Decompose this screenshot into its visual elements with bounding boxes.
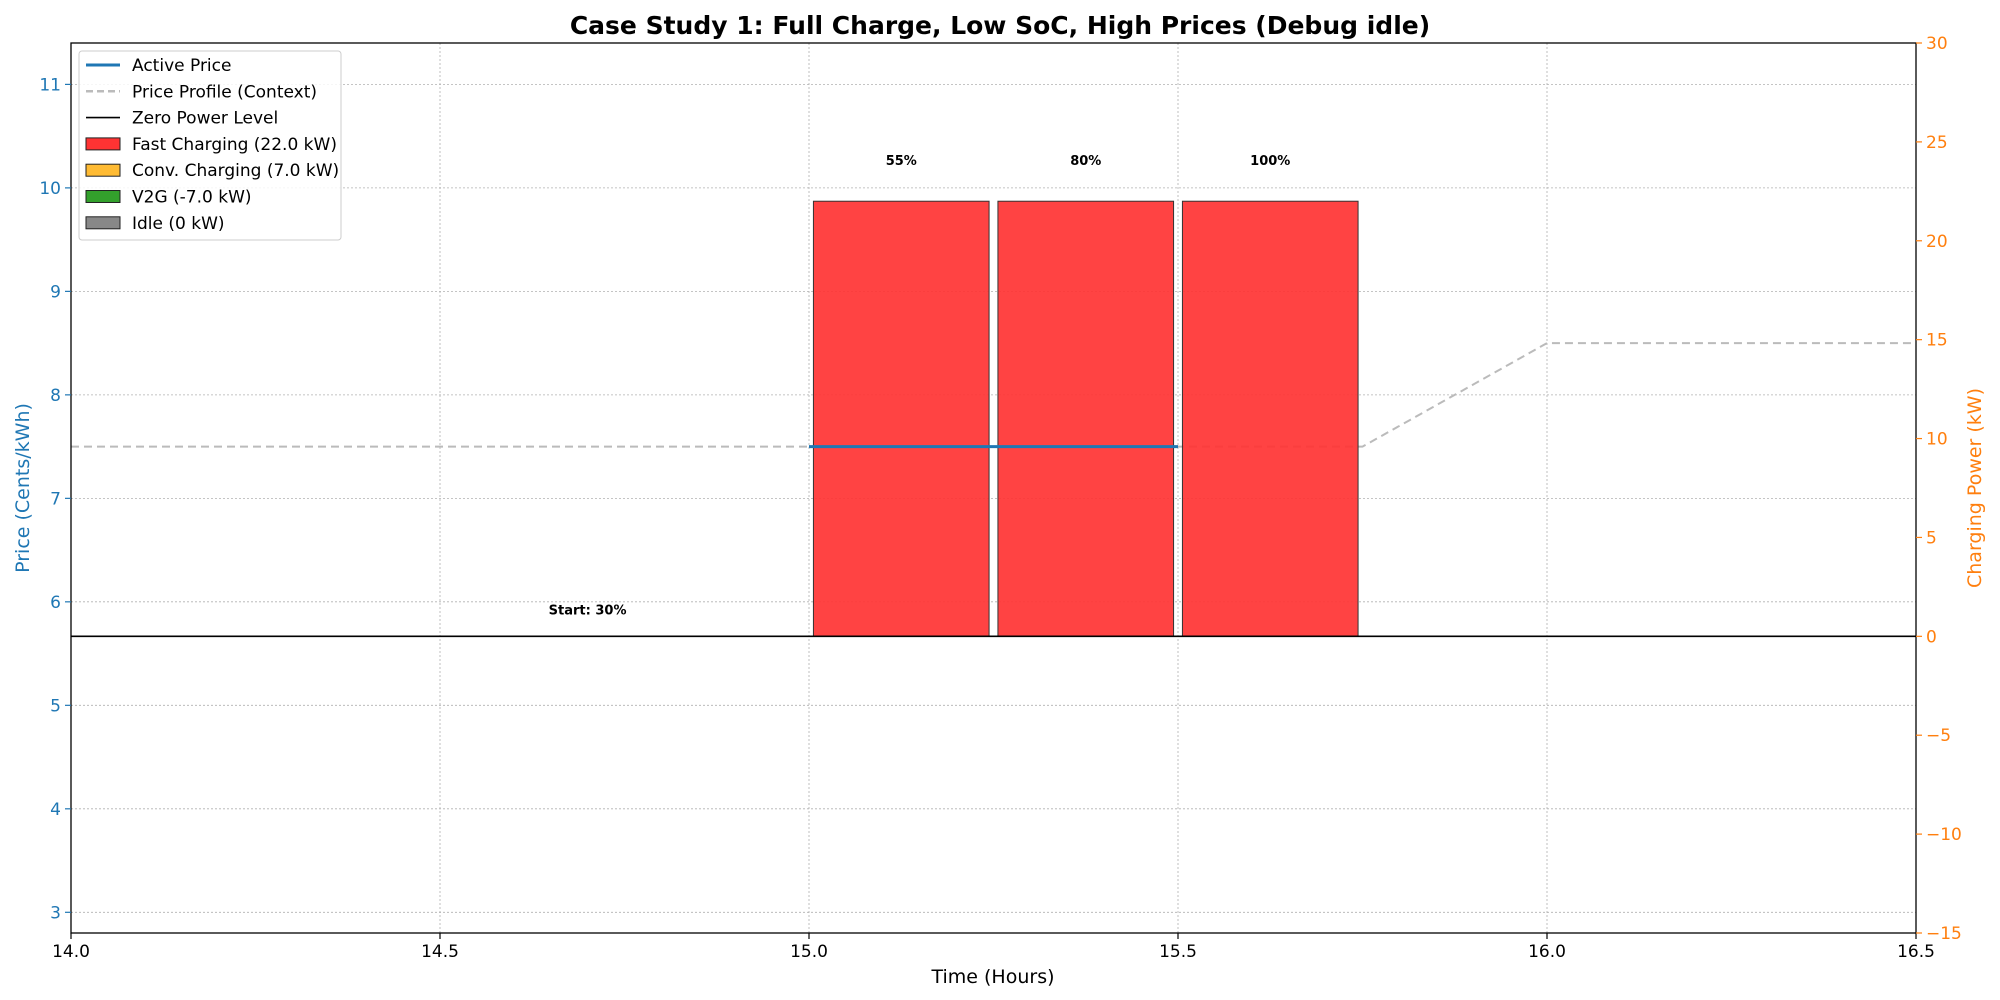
legend-label: Idle (0 kW) bbox=[132, 214, 225, 234]
y-right-axis-label: Charging Power (kW) bbox=[1964, 388, 1986, 588]
y-right-tick-label: 25 bbox=[1926, 133, 1948, 153]
legend-label: Active Price bbox=[132, 56, 231, 76]
y-left-tick-label: 9 bbox=[50, 282, 61, 302]
legend-swatch-patch bbox=[85, 216, 121, 230]
y-right-tick-layer: −15 −10 −5 0 5 10 15 20 25 30 bbox=[1916, 34, 1962, 944]
y-left-tick-layer: 3 4 5 6 7 8 9 10 11 bbox=[39, 75, 71, 923]
y-right-tick-label: 30 bbox=[1926, 34, 1948, 54]
soc-label: 55% bbox=[886, 154, 917, 169]
x-tick-layer: 14.0 14.5 15.0 15.5 16.0 16.5 bbox=[52, 933, 1935, 962]
price-profile-layer bbox=[71, 342, 1916, 448]
y-left-tick-label: 5 bbox=[50, 696, 61, 716]
y-right-tick-label: 10 bbox=[1926, 430, 1948, 450]
y-left-axis-label: Price (Cents/kWh) bbox=[12, 403, 34, 573]
y-left-tick-label: 10 bbox=[39, 179, 61, 199]
legend-label: Fast Charging (22.0 kW) bbox=[132, 135, 337, 155]
x-tick-label: 15.0 bbox=[790, 942, 828, 962]
x-tick-label: 14.5 bbox=[421, 942, 459, 962]
price-profile-line bbox=[71, 342, 1916, 448]
legend-label: V2G (-7.0 kW) bbox=[132, 188, 252, 208]
x-tick-label: 15.5 bbox=[1159, 942, 1197, 962]
legend-label: Price Profile (Context) bbox=[132, 82, 317, 102]
y-right-tick-label: 0 bbox=[1926, 627, 1937, 647]
soc-label: 80% bbox=[1070, 154, 1101, 169]
y-right-tick-label: −15 bbox=[1926, 924, 1962, 944]
legend-swatch-patch bbox=[85, 163, 121, 177]
bar-fast-charging bbox=[997, 200, 1175, 637]
y-left-tick-label: 7 bbox=[50, 489, 61, 509]
y-left-tick-label: 6 bbox=[50, 593, 61, 613]
y-right-tick-label: 15 bbox=[1926, 331, 1948, 351]
start-soc-label: Start: 30% bbox=[549, 603, 627, 618]
bar-fast-charging bbox=[1181, 200, 1359, 637]
plot-frame bbox=[70, 42, 1917, 934]
y-right-tick-label: −10 bbox=[1926, 825, 1962, 845]
legend-label: Zero Power Level bbox=[132, 109, 278, 129]
x-tick-label: 14.0 bbox=[52, 942, 90, 962]
bar-fast-charging bbox=[812, 200, 990, 637]
legend-box bbox=[78, 50, 342, 241]
y-right-tick-label: 20 bbox=[1926, 232, 1948, 252]
legend-swatch-patch bbox=[85, 190, 121, 203]
legend-swatch-patch bbox=[85, 137, 121, 151]
x-tick-label: 16.5 bbox=[1897, 942, 1935, 962]
y-left-tick-label: 3 bbox=[50, 903, 61, 923]
grid-layer bbox=[70, 43, 1917, 933]
y-right-tick-label: −5 bbox=[1926, 726, 1951, 746]
x-tick-label: 16.0 bbox=[1528, 942, 1566, 962]
chart-title: Case Study 1: Full Charge, Low SoC, High… bbox=[570, 11, 1430, 40]
legend-label: Conv. Charging (7.0 kW) bbox=[132, 161, 339, 181]
x-axis-label: Time (Hours) bbox=[930, 966, 1054, 988]
y-left-tick-label: 8 bbox=[50, 386, 61, 406]
soc-label: 100% bbox=[1250, 154, 1290, 169]
y-right-tick-label: 5 bbox=[1926, 528, 1937, 548]
legend: Active Price Price Profile (Context) Zero … bbox=[78, 50, 342, 241]
bars-layer bbox=[812, 200, 1359, 637]
y-left-tick-label: 11 bbox=[39, 75, 61, 95]
y-left-tick-label: 4 bbox=[50, 800, 61, 820]
annotation-layer: 55% 80% 100% Start: 30% bbox=[549, 154, 1291, 618]
